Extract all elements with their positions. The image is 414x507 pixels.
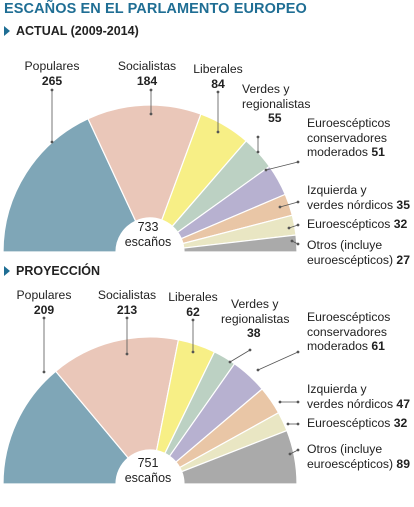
leader-line-euroesc xyxy=(265,161,299,171)
leader-dot xyxy=(296,422,300,426)
semicircle-chart-actual xyxy=(2,88,300,253)
leader-dot xyxy=(287,226,291,230)
section-title-actual: ACTUAL (2009-2014) xyxy=(16,24,139,38)
main-title: ESCAÑOS EN EL PARLAMENTO EUROPEO xyxy=(4,1,307,17)
leader-dot xyxy=(296,448,300,452)
leader-dot xyxy=(149,88,153,92)
slice-label-euroesc-conservadores: Euroescépticos conservadores moderados 61 xyxy=(307,310,391,353)
leader-dot xyxy=(191,318,195,322)
leader-dot xyxy=(149,112,153,116)
leader-dot xyxy=(296,242,300,246)
slice-label-euroesc-conservadores: Euroescépticos conservadores moderados 51 xyxy=(307,116,391,159)
slice-label-euroescepticos: Euroescépticos 32 xyxy=(307,217,408,231)
triangle-marker-icon xyxy=(4,26,10,36)
total-seats-proyeccion: 751 escaños xyxy=(108,456,188,486)
slice-label-izquierda: Izquierda y verdes nórdicos 47 xyxy=(307,382,410,411)
slice-label-verdes: Verdes y regionalistas 38 xyxy=(221,297,290,340)
leader-line-verdes xyxy=(229,349,251,363)
leader-line-euroescepticos xyxy=(288,224,299,229)
leader-dot xyxy=(296,160,300,164)
triangle-marker-icon xyxy=(4,266,10,276)
slice-label-populares: Populares 265 xyxy=(24,59,80,88)
slice-otros-incluye-euroescepticos xyxy=(180,429,298,485)
leader-dot xyxy=(50,88,54,92)
slice-label-socialistas: Socialistas 184 xyxy=(117,59,177,88)
leader-dot xyxy=(278,400,282,404)
leader-dot xyxy=(125,352,129,356)
leader-dot xyxy=(296,400,300,404)
total-unit: escaños xyxy=(124,235,172,249)
slice-socialistas xyxy=(54,336,180,459)
leader-dot xyxy=(290,239,294,243)
leader-dot xyxy=(286,422,290,426)
total-value: 751 xyxy=(137,456,159,470)
leader-dot xyxy=(296,200,300,204)
slice-label-liberales: Liberales 62 xyxy=(168,290,218,319)
leader-line-euroesc xyxy=(257,351,299,371)
leader-dot xyxy=(228,360,232,364)
semicircle-chart-proyeccion xyxy=(2,316,300,485)
slice-label-otros: Otros (incluye euroescépticos) 89 xyxy=(307,442,410,471)
slice-label-izquierda: Izquierda y verdes nórdicos 35 xyxy=(307,183,410,212)
slice-socialistas xyxy=(87,104,202,222)
leader-dot xyxy=(248,348,252,352)
slice-populares xyxy=(2,370,130,485)
slice-label-socialistas: Socialistas 213 xyxy=(97,288,157,317)
total-unit: escaños xyxy=(124,471,172,485)
leader-dot xyxy=(50,140,54,144)
leader-dot xyxy=(296,223,300,227)
total-seats-actual: 733 escaños xyxy=(108,220,188,250)
chart-proyeccion: PROYECCIÓN 751 escaños Populares 209 Soci… xyxy=(0,262,414,507)
leader-dot xyxy=(278,205,282,209)
slice-label-verdes: Verdes y regionalistas 55 xyxy=(242,82,311,125)
slice-populares xyxy=(2,117,137,253)
leader-dot xyxy=(296,350,300,354)
leader-dot xyxy=(256,150,260,154)
leader-line-otros xyxy=(289,449,299,455)
chart-actual: ACTUAL (2009-2014) 733 escaños Populares… xyxy=(0,22,414,267)
leader-dot xyxy=(191,350,195,354)
leader-line-izquierda xyxy=(279,201,299,208)
section-header-actual: ACTUAL (2009-2014) xyxy=(4,24,139,38)
slice-label-euroescepticos: Euroescépticos 32 xyxy=(307,416,408,430)
slice-label-liberales: Liberales 84 xyxy=(193,62,243,91)
leader-dot xyxy=(216,130,220,134)
leader-dot xyxy=(42,316,46,320)
leader-dot xyxy=(125,316,129,320)
section-title-proyeccion: PROYECCIÓN xyxy=(16,264,101,278)
leader-dot xyxy=(264,168,268,172)
slice-otros-incluye-euroescepticos xyxy=(183,234,298,253)
slice-label-otros: Otros (incluye euroescépticos) 27 xyxy=(307,238,410,267)
leader-dot xyxy=(216,90,220,94)
leader-dot xyxy=(256,368,260,372)
leader-dot xyxy=(288,452,292,456)
total-value: 733 xyxy=(137,220,159,234)
section-header-proyeccion: PROYECCIÓN xyxy=(4,264,100,278)
leader-dot xyxy=(42,370,46,374)
leader-dot xyxy=(256,135,260,139)
slice-label-populares: Populares 209 xyxy=(16,288,72,317)
